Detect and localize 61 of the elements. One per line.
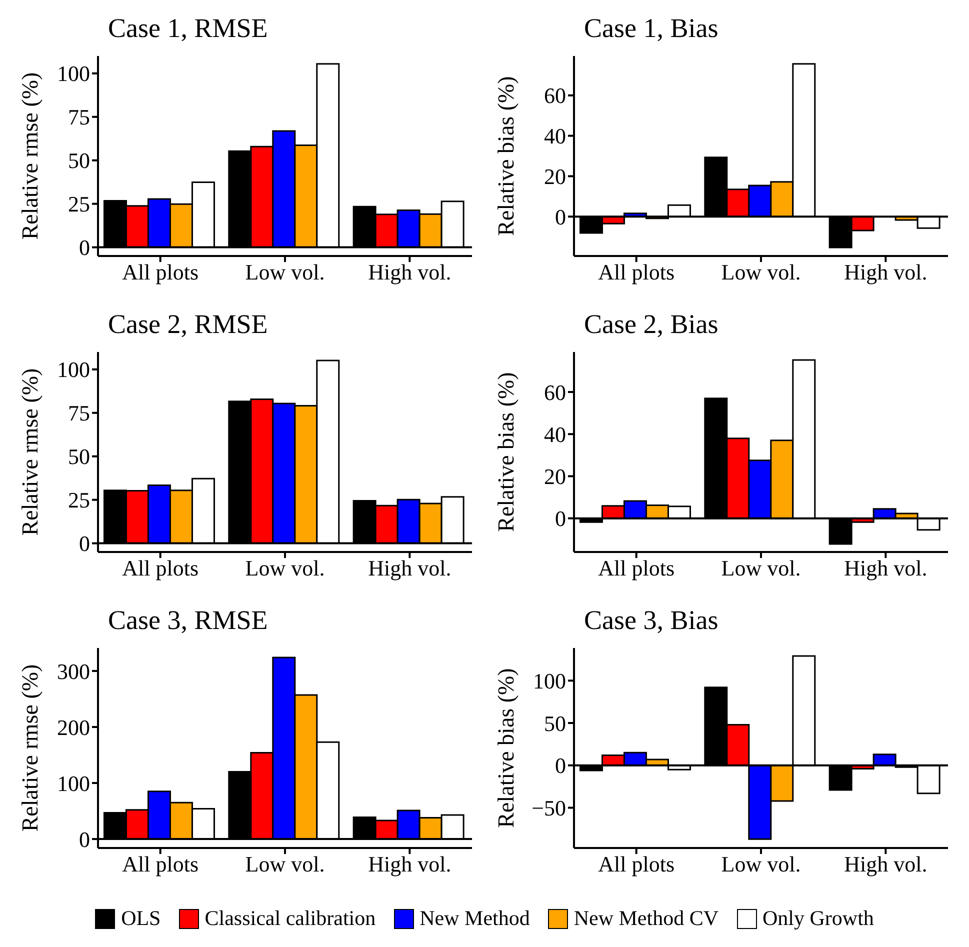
y-tick-label: 25 — [68, 192, 90, 217]
y-tick-label: 40 — [544, 124, 566, 149]
legend-label: OLS — [121, 906, 161, 931]
y-tick-label: 20 — [544, 464, 566, 490]
x-tick-label: Low vol. — [245, 556, 325, 581]
chart-title: Case 3, Bias — [583, 604, 720, 637]
x-tick-label: High vol. — [368, 556, 452, 581]
y-tick-label: 100 — [57, 357, 90, 382]
y-axis-title: Relative rmse (%) — [18, 664, 42, 832]
legend-label: Classical calibration — [204, 906, 376, 931]
y-tick-label: 75 — [68, 104, 90, 130]
chart-title: Case 1, RMSE — [107, 12, 269, 45]
y-tick-label: −50 — [532, 796, 566, 821]
x-tick-label: All plots — [122, 556, 199, 581]
y-tick-label: 100 — [57, 770, 90, 796]
legend-label: New Method — [420, 906, 530, 931]
y-tick-label: 0 — [555, 506, 566, 532]
x-tick-label: All plots — [122, 260, 199, 285]
y-tick-label: 0 — [79, 235, 90, 260]
chart-title: Case 2, Bias — [583, 308, 720, 341]
y-tick-label: 100 — [57, 61, 90, 86]
y-tick-label: 60 — [544, 380, 566, 405]
y-tick-label: 60 — [544, 83, 566, 108]
y-tick-label: 40 — [544, 422, 566, 447]
chart-title: Case 2, RMSE — [107, 308, 269, 341]
x-tick-label: All plots — [598, 260, 675, 285]
y-tick-label: 75 — [68, 400, 90, 426]
x-tick-label: High vol. — [844, 556, 928, 581]
x-tick-label: All plots — [598, 852, 675, 877]
y-tick-label: 50 — [68, 444, 90, 470]
x-tick-label: High vol. — [368, 260, 452, 285]
legend-label: New Method CV — [574, 906, 719, 931]
y-axis-title: Relative bias (%) — [494, 372, 518, 532]
x-tick-label: Low vol. — [245, 260, 325, 285]
y-tick-label: 20 — [544, 164, 566, 190]
x-tick-label: Low vol. — [721, 260, 801, 285]
x-tick-label: Low vol. — [721, 556, 801, 581]
y-tick-label: 0 — [555, 753, 566, 778]
y-tick-label: 100 — [533, 668, 566, 694]
x-tick-label: All plots — [122, 852, 199, 877]
legend-label: Only Growth — [762, 906, 874, 931]
x-tick-label: High vol. — [844, 852, 928, 877]
chart-title: Case 1, Bias — [583, 12, 720, 45]
y-tick-label: 50 — [544, 710, 566, 736]
y-tick-label: 25 — [68, 488, 90, 513]
chart-title: Case 3, RMSE — [107, 604, 269, 637]
y-tick-label: 50 — [68, 148, 90, 174]
x-tick-label: High vol. — [368, 852, 452, 877]
y-tick-label: 300 — [57, 658, 90, 684]
y-tick-label: 200 — [57, 714, 90, 740]
x-tick-label: Low vol. — [245, 852, 325, 877]
y-axis-title: Relative bias (%) — [494, 76, 518, 236]
y-axis-title: Relative rmse (%) — [18, 368, 42, 536]
y-tick-label: 0 — [79, 826, 90, 852]
y-tick-label: 0 — [555, 204, 566, 230]
y-axis-title: Relative bias (%) — [494, 668, 518, 828]
y-axis-title: Relative rmse (%) — [18, 72, 42, 240]
y-tick-label: 0 — [79, 531, 90, 556]
x-tick-label: High vol. — [844, 260, 928, 285]
x-tick-label: Low vol. — [721, 852, 801, 877]
x-tick-label: All plots — [598, 556, 675, 581]
